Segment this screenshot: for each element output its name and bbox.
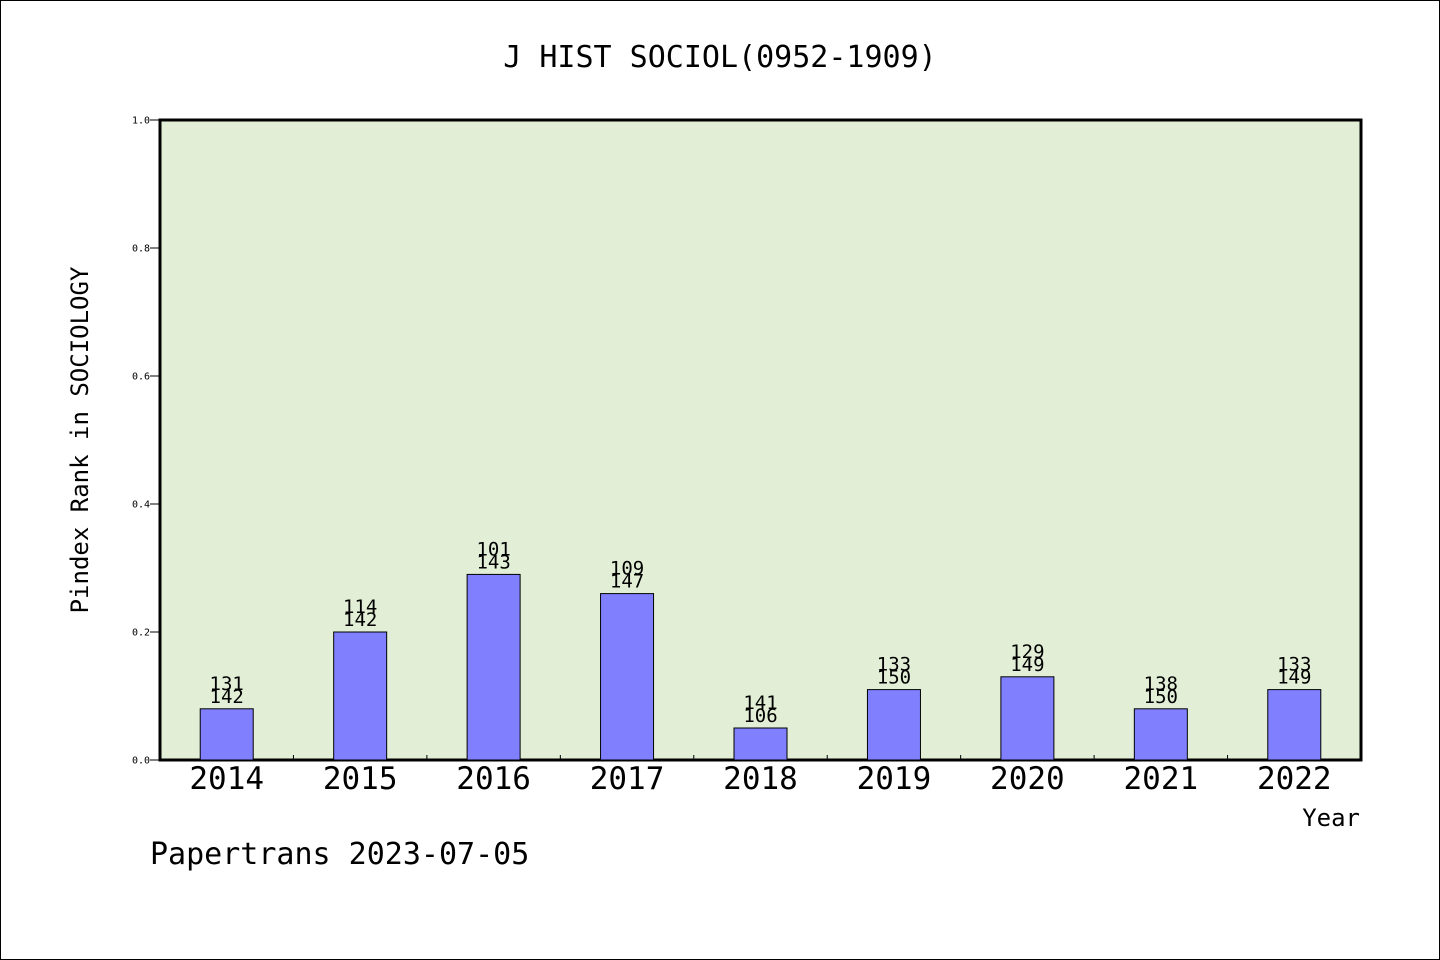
bar-label-bottom: 106 [743, 705, 777, 727]
x-tick-label: 2014 [189, 761, 264, 797]
bar-label-bottom: 150 [1144, 686, 1178, 708]
x-tick-label: 2022 [1257, 761, 1332, 797]
bar-label-top: 101 [476, 538, 510, 560]
bar [1133, 708, 1188, 761]
x-axis-label: Year [1302, 804, 1360, 832]
bar-label-bottom: 142 [210, 686, 244, 708]
bar [1267, 689, 1322, 761]
bar [466, 573, 521, 761]
x-tick-label: 2021 [1124, 761, 1199, 797]
bar [733, 727, 788, 761]
x-tick-label: 2018 [723, 761, 798, 797]
bar-label-bottom: 149 [1277, 667, 1311, 689]
bar [1000, 676, 1055, 761]
bar-label-top: 129 [1010, 641, 1044, 663]
bar-label-top: 133 [877, 654, 911, 676]
x-tick-label: 2019 [857, 761, 932, 797]
y-tick-label: 0.0 [132, 756, 150, 767]
bar [600, 593, 655, 761]
bar-label-bottom: 143 [476, 551, 510, 573]
y-tick-label: 0.6 [132, 372, 150, 383]
x-tick-label: 2020 [990, 761, 1065, 797]
bar-label-bottom: 142 [343, 609, 377, 631]
bar-label-top: 138 [1144, 673, 1178, 695]
bar [866, 689, 921, 761]
bar-label-top: 109 [610, 558, 644, 580]
bar [333, 631, 388, 761]
bar-label-bottom: 149 [1010, 654, 1044, 676]
bar-label-top: 131 [210, 673, 244, 695]
chart-title: J HIST SOCIOL(0952-1909) [503, 40, 936, 75]
bar-label-top: 133 [1277, 654, 1311, 676]
footer-text: Papertrans 2023-07-05 [150, 837, 529, 872]
x-tick-label: 2017 [590, 761, 665, 797]
y-axis: 0.0 0.2 0.4 0.6 0.8 1.0 [132, 116, 160, 767]
y-tick-label: 1.0 [132, 116, 150, 127]
x-axis: 2014 2015 2016 2017 2018 2019 2020 2021 2022 [189, 755, 1332, 797]
bar-label-bottom: 147 [610, 571, 644, 593]
x-tick-label: 2015 [323, 761, 398, 797]
y-tick-label: 0.4 [132, 500, 150, 511]
bar [199, 708, 254, 761]
bar-label-bottom: 150 [877, 667, 911, 689]
bar-label-top: 141 [743, 692, 777, 714]
y-tick-label: 0.2 [132, 628, 150, 639]
y-axis-label: Pindex Rank in SOCIOLOGY [66, 266, 94, 613]
y-tick-label: 0.8 [132, 244, 150, 255]
x-tick-label: 2016 [456, 761, 531, 797]
bar-label-top: 114 [343, 596, 377, 618]
